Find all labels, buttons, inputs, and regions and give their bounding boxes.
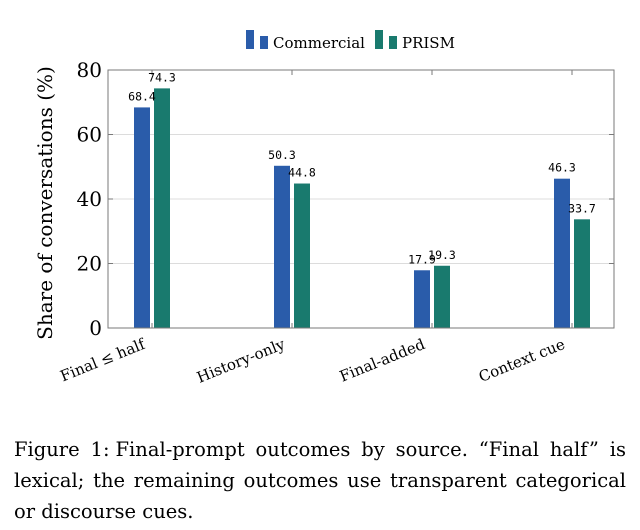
bar-prism-3	[574, 219, 590, 328]
data-label: 74.3	[148, 70, 176, 84]
legend-swatch	[246, 30, 254, 49]
data-label: 50.3	[268, 148, 296, 162]
x-tick-label: Context cue	[476, 335, 567, 386]
bar-commercial-0	[134, 107, 150, 328]
bar-commercial-3	[554, 178, 570, 328]
y-tick-label: 80	[77, 58, 102, 82]
legend-swatch	[260, 36, 268, 49]
data-label: 33.7	[568, 201, 596, 215]
legend-swatch	[375, 30, 383, 49]
legend-swatch	[389, 36, 397, 49]
data-label: 44.8	[288, 166, 316, 180]
data-label: 46.3	[548, 161, 576, 175]
y-tick-label: 40	[77, 187, 102, 211]
data-labels: 68.4 74.3 50.3 44.8 17.919.3 46.3 33.7	[128, 70, 596, 266]
y-tick-label: 0	[89, 316, 102, 340]
legend: Commercial PRISM	[246, 30, 455, 52]
bars	[134, 88, 590, 328]
y-tick-label: 20	[77, 252, 102, 276]
bar-prism-2	[434, 265, 450, 328]
x-tick-label: Final ≤ half	[58, 334, 149, 385]
caption-text: Final-prompt outcomes by source. “Final …	[14, 438, 626, 523]
caption-label: Figure 1:	[14, 438, 110, 461]
data-label: 19.3	[428, 248, 456, 262]
legend-label: Commercial	[273, 34, 365, 52]
bar-prism-1	[294, 183, 310, 328]
bar-prism-0	[154, 88, 170, 328]
y-axis-title: Share of conversations (%)	[33, 66, 57, 340]
legend-label: PRISM	[402, 34, 455, 52]
bar-chart: 0 20 40 60 80 Final ≤ half History-only Final-a…	[33, 30, 615, 387]
figure-caption: Figure 1: Final-prompt outcomes by source…	[14, 434, 626, 527]
data-label: 68.4	[128, 89, 156, 103]
y-tick-label: 60	[77, 123, 102, 147]
data-label: 17.9	[408, 252, 436, 266]
grid-lines	[108, 134, 614, 264]
x-tick-label: History-only	[194, 335, 288, 387]
bar-commercial-2	[414, 270, 430, 328]
x-tick-label: Final-added	[337, 335, 428, 386]
bar-commercial-1	[274, 165, 290, 328]
